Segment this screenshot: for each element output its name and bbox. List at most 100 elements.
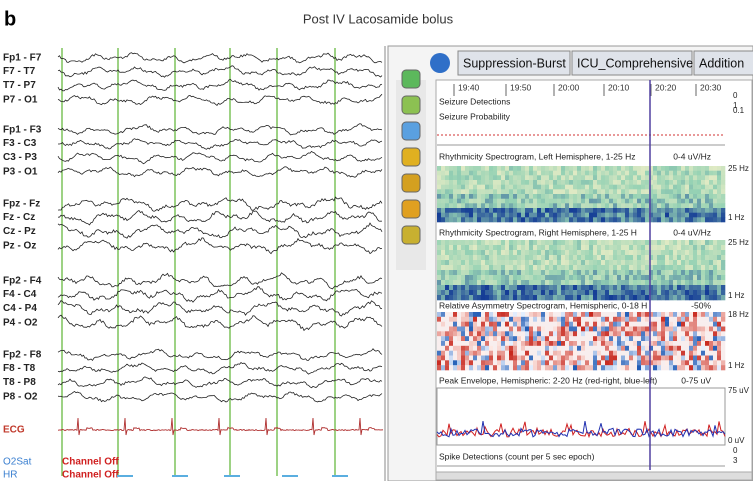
spectrogram-cell [669,345,674,351]
spectrogram-cell [549,170,554,176]
spectrogram-cell [501,194,506,199]
spectrogram-cell [721,208,726,213]
tool-button[interactable] [401,69,421,89]
spectrogram-cell [633,336,638,342]
spectrogram-cell [717,245,722,251]
tool-button[interactable] [401,121,421,141]
spectrogram-cell [605,203,610,209]
tab[interactable] [693,50,753,76]
spectrogram-cell [549,184,554,190]
spectrogram-cell [685,365,690,371]
tab[interactable] [571,50,693,76]
spectrogram-cell [581,331,586,337]
spectrogram-cell [625,336,630,342]
spectrogram-cell [685,184,690,190]
spectrogram-cell [653,360,658,366]
tool-button[interactable] [401,225,421,245]
spectrogram-cell [565,350,570,356]
spectrogram-cell [477,265,482,271]
spectrogram-cell [665,245,670,251]
spectrogram-cell [489,345,494,351]
spectrogram-cell [629,212,634,218]
scrollbar[interactable] [435,471,753,481]
spectrogram-cell [497,194,502,199]
spectrogram-cell [557,285,562,291]
spectrogram-cell [601,170,606,176]
spectrogram-cell [493,250,498,256]
spectrogram-cell [561,198,566,204]
spectrogram-cell [509,175,514,181]
tool-button[interactable] [401,173,421,193]
eeg-trace [58,138,383,150]
spectrogram-cell [709,184,714,190]
spectrogram-cell [445,316,450,322]
spectrogram-cell [485,350,490,356]
spectrogram-cell [573,212,578,218]
spectrogram-cell [609,212,614,218]
spectrogram-cell [657,280,662,286]
spectrogram-cell [461,355,466,361]
spectrogram-cell [681,198,686,204]
spectrogram-cell [581,280,586,286]
spectrogram-cell [621,175,626,181]
spectrogram-cell [585,280,590,286]
spectrogram-cell [629,331,634,337]
spectrogram-cell [553,280,558,286]
spectrogram-cell [693,345,698,351]
spectrogram-cell [577,265,582,271]
spectrogram-cell [677,275,682,281]
spectrogram-cell [513,265,518,271]
spectrogram-cell [665,250,670,256]
spectrogram-cell [489,189,494,195]
ecg-trace [57,417,384,436]
spectrogram-cell [645,290,650,296]
spectrogram-cell [465,336,470,342]
spectrogram-cell [577,316,582,322]
spectrogram-cell [709,360,714,366]
spectrogram-cell [629,260,634,266]
tab[interactable] [457,50,571,76]
spectrogram-cell [589,203,594,209]
spectrogram-cell [649,250,654,256]
spectrogram-cell [669,331,674,337]
spectrogram-cell [593,180,598,185]
spectrogram-cell [641,260,646,266]
spectrogram-cell [617,350,622,356]
spectrogram-cell [605,250,610,256]
spectrogram-cell [577,355,582,361]
channel-label: F7 - T7 [3,66,36,77]
spectrogram-cell [457,217,462,223]
spectrogram-cell [653,194,658,199]
spectrogram-cell [445,355,450,361]
spectrogram-cell [661,365,666,371]
spectrogram-cell [597,280,602,286]
spectrogram-cell [449,326,454,332]
spectrogram-cell [585,255,590,261]
spectrogram-cell [521,203,526,209]
spectrogram-cell [441,350,446,356]
spectrogram-cell [665,355,670,361]
spectrogram-cell [549,212,554,218]
spectrogram-cell [625,208,630,213]
spectrogram-cell [705,217,710,223]
spectrogram-cell [593,208,598,213]
spectrogram-cell [537,184,542,190]
tool-button[interactable] [401,199,421,219]
spectrogram-cell [689,285,694,291]
spectrogram-cell [617,175,622,181]
tool-button[interactable] [401,95,421,115]
spectrogram-cell [653,198,658,204]
spectrogram-cell [653,265,658,271]
spectrogram-cell [573,260,578,266]
logo-button[interactable] [430,53,450,73]
spectrogram-cell [457,175,462,181]
spectrogram-cell [453,312,458,318]
spectrogram-cell [437,194,442,199]
spectrogram-cell [461,250,466,256]
spectrogram-cell [513,194,518,199]
tool-button[interactable] [401,147,421,167]
spectrogram-cell [517,265,522,271]
spectrogram-cell [653,189,658,195]
panel-title: Rhythmicity Spectrogram, Left Hemisphere… [439,151,636,161]
spectrogram-cell [645,189,650,195]
